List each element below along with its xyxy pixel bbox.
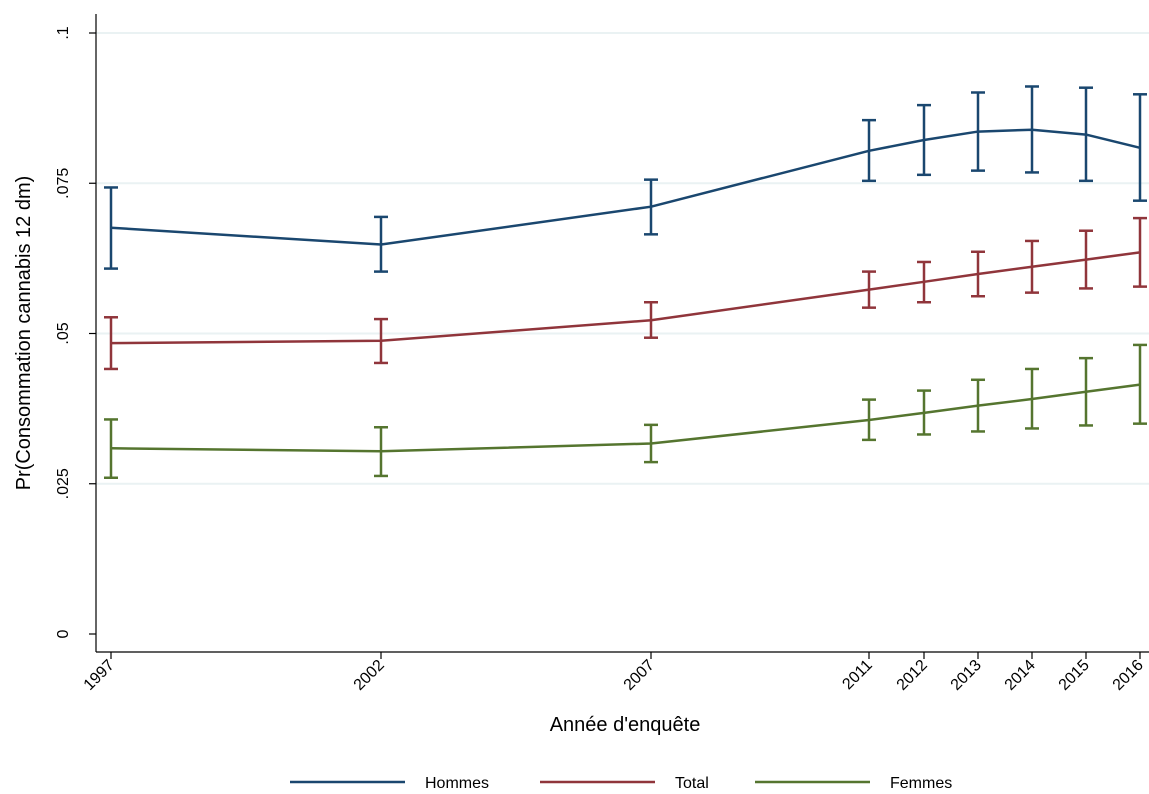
y-tick-label: .1: [55, 26, 72, 39]
y-tick-label: 0: [55, 629, 72, 638]
series-total: [104, 216, 1147, 371]
axes-layer: 0 .025 .05 .075 .1 1997 2002 2007 2011 2012 2013 20…: [55, 14, 1149, 694]
legend-item-hommes: Hommes: [290, 775, 489, 792]
x-tick-label: 2011: [839, 657, 875, 693]
series-line: [110, 251, 1141, 345]
y-axis-label: Pr(Consommation cannabis 12 dm): [13, 176, 35, 491]
grid-layer: [96, 32, 1149, 485]
y-tick-label: .05: [55, 322, 72, 344]
series-line: [110, 383, 1141, 453]
legend-label: Total: [675, 775, 709, 792]
x-tick-label: 1997: [81, 657, 118, 694]
x-axis-label: Année d'enquête: [550, 714, 701, 736]
y-tick-label: .025: [55, 468, 72, 499]
series-hommes: [104, 85, 1147, 273]
x-tick-label: 2002: [351, 657, 388, 694]
x-tick-label: 2012: [894, 657, 931, 694]
legend-label: Femmes: [890, 775, 952, 792]
legend-label: Hommes: [425, 775, 489, 792]
x-tick-label: 2007: [621, 657, 658, 694]
x-tick-label: 2013: [948, 657, 985, 694]
y-tick-label: .075: [55, 168, 72, 199]
legend: Hommes Total Femmes: [290, 775, 952, 792]
series-layer: [104, 85, 1147, 479]
x-tick-label: 2015: [1056, 657, 1093, 694]
legend-item-total: Total: [540, 775, 709, 792]
legend-item-femmes: Femmes: [755, 775, 952, 792]
x-tick-label: 2016: [1110, 657, 1147, 694]
series-femmes: [104, 343, 1147, 479]
x-tick-label: 2014: [1002, 657, 1039, 694]
series-line: [110, 128, 1141, 246]
